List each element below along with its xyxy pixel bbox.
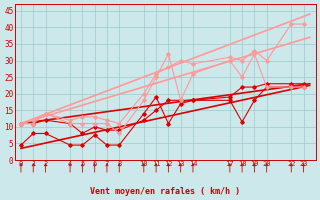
X-axis label: Vent moyen/en rafales ( km/h ): Vent moyen/en rafales ( km/h ) xyxy=(90,187,240,196)
